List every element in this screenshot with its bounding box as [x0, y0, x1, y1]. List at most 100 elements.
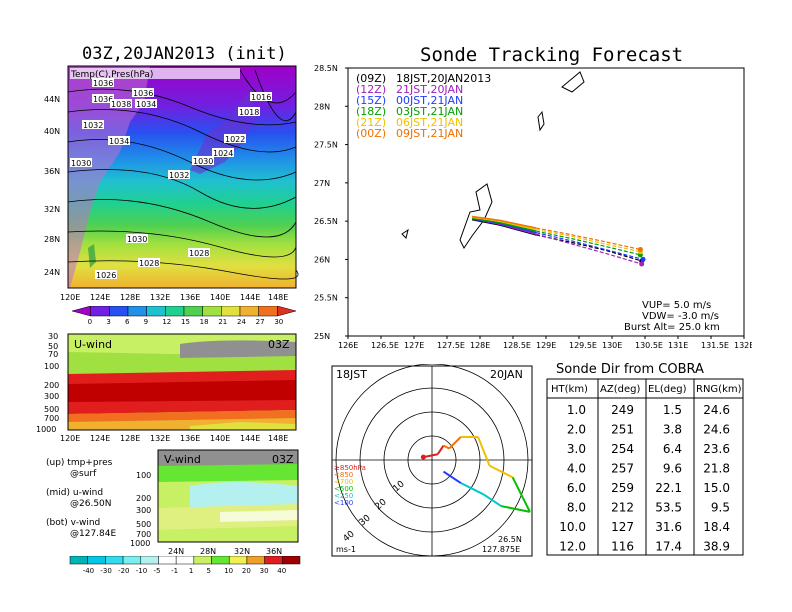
colorbar-swatch — [258, 306, 278, 317]
legend-time: 09JST,21JAN — [396, 127, 463, 140]
colorbar-swatch — [202, 306, 222, 317]
pressure-legend-item: <100 — [334, 499, 353, 507]
hodograph-segment — [477, 436, 491, 467]
y-label: 500 — [44, 405, 59, 414]
y-label: 1000 — [130, 539, 150, 548]
polar-lon-label: 127.875E — [482, 545, 520, 554]
lat-label: 32N — [44, 205, 60, 214]
table-cell: 24.6 — [703, 403, 730, 417]
note-bot-1: (bot) v-wind — [46, 518, 101, 528]
vup-text: VUP= 5.0 m/s — [642, 300, 711, 311]
v-panel-title: V-wind — [164, 453, 201, 466]
table-cell: 6.0 — [567, 481, 586, 495]
hodograph-segment — [460, 482, 485, 496]
map-lon-labels: 120E 124E 128E 132E 136E 140E 144E 148E — [60, 293, 288, 302]
x-tick-label: 128E — [470, 341, 490, 350]
colorbar-tick: 40 — [277, 567, 286, 575]
y-label: 700 — [44, 414, 59, 423]
isobar-label: 1036 — [93, 95, 113, 104]
y-tick-label: 26.5N — [314, 217, 338, 226]
map-field-label: Temp(C),Pres(hPa) — [70, 70, 153, 80]
vdw-text: VDW= -3.0 m/s — [642, 311, 719, 322]
lon-label: 148E — [268, 293, 288, 302]
x-tick-label: 130E — [602, 341, 622, 350]
lat-label: 36N — [44, 167, 60, 176]
colorbar-tick: 5 — [207, 567, 211, 575]
x-tick-label: 131.5E — [701, 341, 729, 350]
track-lines — [471, 215, 646, 267]
amami-island — [561, 71, 585, 93]
colorbar-tick: -5 — [153, 567, 160, 575]
colorbar-tick: 30 — [274, 318, 283, 324]
table-headers: HT(km) AZ(deg) EL(deg) RNG(km) — [551, 384, 742, 395]
y-tick-label: 26N — [314, 255, 330, 264]
u-panel-time: 03Z — [268, 338, 290, 351]
table-cell: 116 — [611, 540, 634, 554]
isobar-label: 1026 — [96, 271, 116, 280]
legend-code: (09Z) — [356, 72, 386, 85]
table-cell: 31.6 — [655, 520, 682, 534]
y-label: 100 — [136, 471, 151, 480]
hodograph-segment — [500, 505, 531, 513]
map-colorbar: 0 3 6 9 12 15 18 21 24 27 30 — [71, 306, 297, 324]
colorbar-swatch — [183, 306, 203, 317]
legend-time: 03JST,21JAN — [396, 105, 463, 118]
header-el: EL(deg) — [648, 384, 687, 395]
track-panel: 126E 126.5E 127E 127.5E 128E 128.5E 129E 129.5E… — [314, 64, 752, 350]
pressure-legend-item: <500 — [334, 485, 353, 493]
temperature-map: 44N 40N 36N 32N 28N 24N 120E 124E 128E 1… — [44, 65, 299, 302]
colorbar-swatch — [277, 306, 297, 317]
lon-label: 132E — [150, 293, 170, 302]
polar-time-label: 18JST — [336, 368, 367, 381]
legend-time: 06JST,21JAN — [396, 116, 463, 129]
isobar-label: 1018 — [239, 108, 259, 117]
range-rings — [332, 364, 532, 557]
y-label: 100 — [44, 362, 59, 371]
legend-code: (18Z) — [356, 105, 386, 118]
isobar-label: 1034 — [109, 137, 129, 146]
hodograph-segment — [442, 470, 462, 484]
table-cell: 257 — [611, 462, 634, 476]
hodograph-panel: 10 20 30 40 ≥850hPa<850<700<500<250<100 … — [331, 364, 533, 557]
isobar-label: 1016 — [251, 93, 271, 102]
colorbar-swatch — [211, 556, 230, 565]
polar-lat-label: 26.5N — [498, 535, 522, 544]
u-x-labels: 120E 124E 128E 132E 136E 140E 144E 148E — [60, 434, 288, 443]
colorbar-tick: 1 — [189, 567, 193, 575]
track-axes: 126E 126.5E 127E 127.5E 128E 128.5E 129E 129.5E… — [314, 64, 752, 350]
colorbar-tick: -10 — [136, 567, 147, 575]
x-tick-label: 126.5E — [371, 341, 399, 350]
y-label: 1000 — [36, 425, 56, 434]
table-cell: 10.0 — [559, 520, 586, 534]
colorbar-tick: -20 — [118, 567, 129, 575]
legend-time: 21JST,20JAN — [396, 83, 463, 96]
lon-label: 120E — [60, 293, 80, 302]
x-tick-label: 132E — [734, 341, 752, 350]
colorbar-swatch — [264, 556, 283, 565]
u-panel-title: U-wind — [74, 338, 112, 351]
hodograph-segment — [443, 444, 450, 450]
note-up-2: @surf — [70, 469, 97, 479]
track-line — [471, 215, 537, 229]
table-cell: 15.0 — [703, 481, 730, 495]
colorbar-swatch — [282, 556, 301, 565]
burst-alt-text: Burst Alt= 25.0 km — [624, 322, 720, 333]
track-legend: (09Z) 18JST,20JAN2013 (12Z) 21JST,20JAN (15Z… — [356, 72, 491, 140]
table-cell: 212 — [611, 501, 634, 515]
isobar-label: 1030 — [127, 235, 147, 244]
colorbar-tick: 24 — [237, 318, 246, 324]
y-tick-label: 25N — [314, 332, 330, 341]
hodograph-segment — [511, 476, 531, 513]
pressure-legend: ≥850hPa<850<700<500<250<100 — [334, 464, 366, 507]
polar-unit-label: ms-1 — [336, 545, 356, 554]
map-panel-title: 03Z,20JAN2013 (init) — [82, 44, 287, 64]
legend-code: (00Z) — [356, 127, 386, 140]
x-label: 28N — [200, 547, 216, 556]
y-tick-label: 27.5N — [314, 141, 338, 150]
y-label: 50 — [48, 342, 58, 351]
legend-code: (12Z) — [356, 83, 386, 96]
polar-date-label: 20JAN — [490, 368, 523, 381]
colorbar-tick: 30 — [260, 567, 269, 575]
note-bot-2: @127.84E — [70, 529, 117, 539]
colorbar-tick: 21 — [218, 318, 227, 324]
